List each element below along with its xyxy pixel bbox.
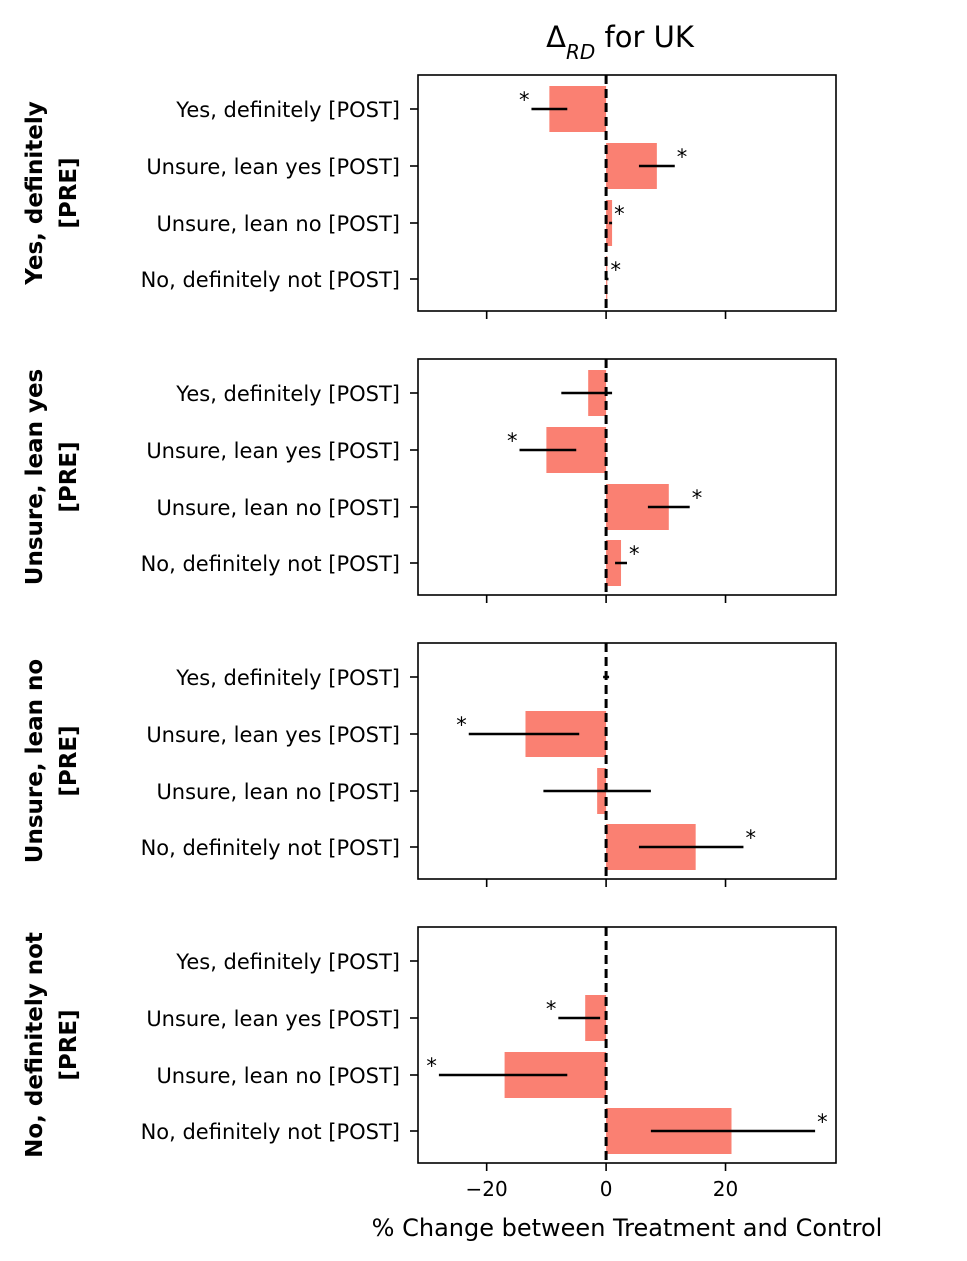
panel-1: * * * * Yes, definitely [POST] Unsure, lean y…: [22, 74, 837, 319]
axes-frame: [417, 926, 837, 1164]
panel-2: * * * Yes, definitely [POST] Unsure, lean ye…: [22, 358, 837, 603]
significance-marker: *: [610, 258, 621, 282]
panel-4: * * * Yes, definitely [POST] Unsure, lean ye…: [22, 926, 837, 1201]
category-label: Unsure, lean yes [POST]: [146, 439, 400, 463]
category-label: Unsure, lean yes [POST]: [146, 1007, 400, 1031]
category-label: Yes, definitely [POST]: [175, 950, 400, 974]
category-label: Yes, definitely [POST]: [175, 98, 400, 122]
category-label: Unsure, lean no [POST]: [156, 1064, 400, 1088]
category-label: No, definitely not [POST]: [141, 836, 400, 860]
x-tick-label: −20: [466, 1177, 508, 1201]
significance-marker: *: [519, 88, 530, 112]
significance-marker: *: [456, 713, 467, 737]
category-label: No, definitely not [POST]: [141, 268, 400, 292]
category-label: Yes, definitely [POST]: [175, 666, 400, 690]
row-label: Unsure, lean no [PRE]: [22, 659, 82, 863]
significance-marker: *: [507, 429, 518, 453]
significance-marker: *: [745, 826, 756, 850]
category-label: Unsure, lean yes [POST]: [146, 723, 400, 747]
x-tick-label: 20: [713, 1177, 738, 1201]
row-label: No, definitely not [PRE]: [22, 932, 82, 1158]
significance-marker: *: [629, 542, 640, 566]
significance-marker: *: [817, 1110, 828, 1134]
category-label: Yes, definitely [POST]: [175, 382, 400, 406]
bar: [606, 540, 622, 586]
category-label: No, definitely not [POST]: [141, 552, 400, 576]
axes-frame: [417, 358, 837, 596]
significance-marker: *: [426, 1054, 437, 1078]
significance-marker: *: [677, 145, 688, 169]
significance-marker: *: [546, 997, 557, 1021]
category-label: Unsure, lean no [POST]: [156, 780, 400, 804]
category-label: No, definitely not [POST]: [141, 1120, 400, 1144]
significance-marker: *: [692, 486, 703, 510]
axes-frame: [417, 642, 837, 880]
axes-frame: [417, 74, 837, 312]
chart-title: ΔRD for UK: [546, 20, 695, 64]
row-label: Yes, definitely [PRE]: [22, 101, 82, 285]
x-tick-label: 0: [600, 1177, 613, 1201]
panel-3: * * Yes, definitely [POST] Unsure, lean yes…: [22, 642, 837, 887]
category-label: Unsure, lean no [POST]: [156, 496, 400, 520]
panels: * * * * Yes, definitely [POST] Unsure, lean y…: [22, 74, 837, 1201]
row-label: Unsure, lean yes [PRE]: [22, 369, 82, 585]
significance-marker: *: [614, 202, 625, 226]
category-label: Unsure, lean yes [POST]: [146, 155, 400, 179]
x-axis-label: % Change between Treatment and Control: [372, 1214, 883, 1242]
category-label: Unsure, lean no [POST]: [156, 212, 400, 236]
